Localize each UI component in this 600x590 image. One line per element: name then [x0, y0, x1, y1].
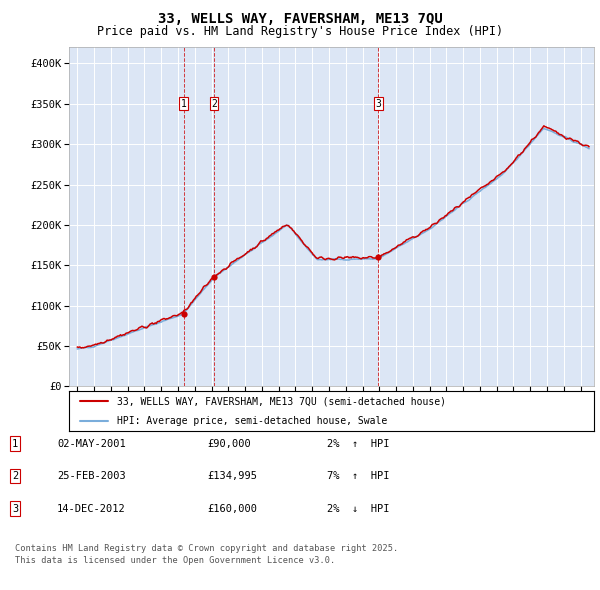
Text: 14-DEC-2012: 14-DEC-2012	[57, 504, 126, 513]
Text: 25-FEB-2003: 25-FEB-2003	[57, 471, 126, 481]
Text: 2%  ↓  HPI: 2% ↓ HPI	[327, 504, 389, 513]
Text: 33, WELLS WAY, FAVERSHAM, ME13 7QU: 33, WELLS WAY, FAVERSHAM, ME13 7QU	[158, 12, 442, 26]
Text: Contains HM Land Registry data © Crown copyright and database right 2025.: Contains HM Land Registry data © Crown c…	[15, 545, 398, 553]
Text: 3: 3	[12, 504, 18, 513]
Text: 2%  ↑  HPI: 2% ↑ HPI	[327, 439, 389, 448]
Text: £160,000: £160,000	[207, 504, 257, 513]
Text: 02-MAY-2001: 02-MAY-2001	[57, 439, 126, 448]
Text: This data is licensed under the Open Government Licence v3.0.: This data is licensed under the Open Gov…	[15, 556, 335, 565]
Text: 3: 3	[376, 99, 382, 109]
Text: £134,995: £134,995	[207, 471, 257, 481]
Text: Price paid vs. HM Land Registry's House Price Index (HPI): Price paid vs. HM Land Registry's House …	[97, 25, 503, 38]
Text: 2: 2	[211, 99, 217, 109]
Text: 1: 1	[12, 439, 18, 448]
Text: £90,000: £90,000	[207, 439, 251, 448]
Text: 7%  ↑  HPI: 7% ↑ HPI	[327, 471, 389, 481]
Text: 1: 1	[181, 99, 187, 109]
Text: 33, WELLS WAY, FAVERSHAM, ME13 7QU (semi-detached house): 33, WELLS WAY, FAVERSHAM, ME13 7QU (semi…	[118, 396, 446, 406]
Text: HPI: Average price, semi-detached house, Swale: HPI: Average price, semi-detached house,…	[118, 416, 388, 426]
Text: 2: 2	[12, 471, 18, 481]
